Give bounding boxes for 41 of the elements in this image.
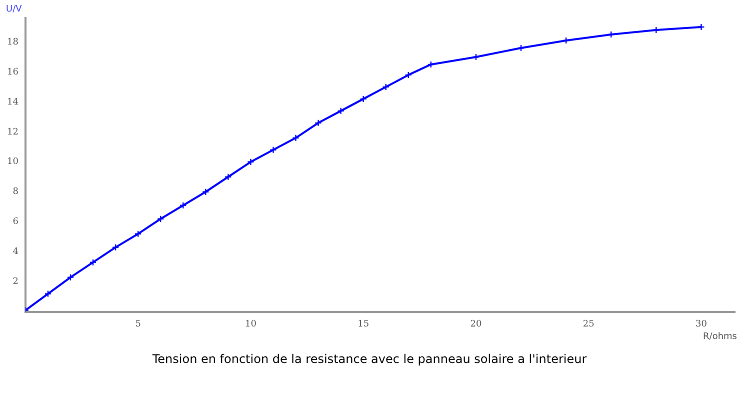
point	[157, 215, 164, 222]
point	[472, 53, 480, 61]
text: Tension en fonction de la resistance avec le panneau solaire a l'interieur	[151, 352, 587, 366]
point	[270, 146, 277, 154]
point	[112, 244, 120, 251]
y-tick-label: 16	[7, 67, 19, 78]
point	[360, 95, 367, 103]
point	[66, 274, 74, 281]
y-tick-label: 2	[12, 277, 18, 288]
x-tick-label: 15	[358, 320, 370, 330]
point	[382, 83, 390, 91]
point	[652, 26, 660, 34]
point	[134, 230, 142, 238]
x-tick-label: 5	[135, 320, 142, 330]
x-tick-label: 30	[695, 320, 708, 330]
point	[292, 134, 300, 142]
x-tick-label: 25	[582, 320, 595, 330]
y-tick-label: 6	[12, 217, 19, 228]
x-tick-label: 10	[244, 320, 257, 330]
point	[44, 290, 52, 298]
y-tick-label: 18	[7, 37, 19, 48]
y-axis-title: U/V	[6, 4, 23, 14]
point	[180, 202, 187, 209]
y-tick-label: 14	[7, 97, 19, 108]
point	[517, 44, 525, 52]
x-tick-label: 20	[470, 320, 482, 330]
point	[202, 188, 210, 196]
y-tick-label: 10	[7, 157, 19, 168]
point	[427, 60, 435, 68]
point	[608, 30, 615, 38]
point	[247, 158, 254, 166]
point	[337, 107, 344, 115]
point	[314, 119, 322, 127]
y-tick-label: 8	[12, 187, 19, 198]
point	[404, 71, 412, 79]
point	[562, 36, 570, 44]
y-tick-label: 4	[12, 247, 19, 258]
point	[89, 258, 97, 266]
x-axis-title: R/ohms	[703, 332, 738, 342]
y-tick-label: 12	[7, 127, 18, 138]
point	[224, 173, 232, 180]
